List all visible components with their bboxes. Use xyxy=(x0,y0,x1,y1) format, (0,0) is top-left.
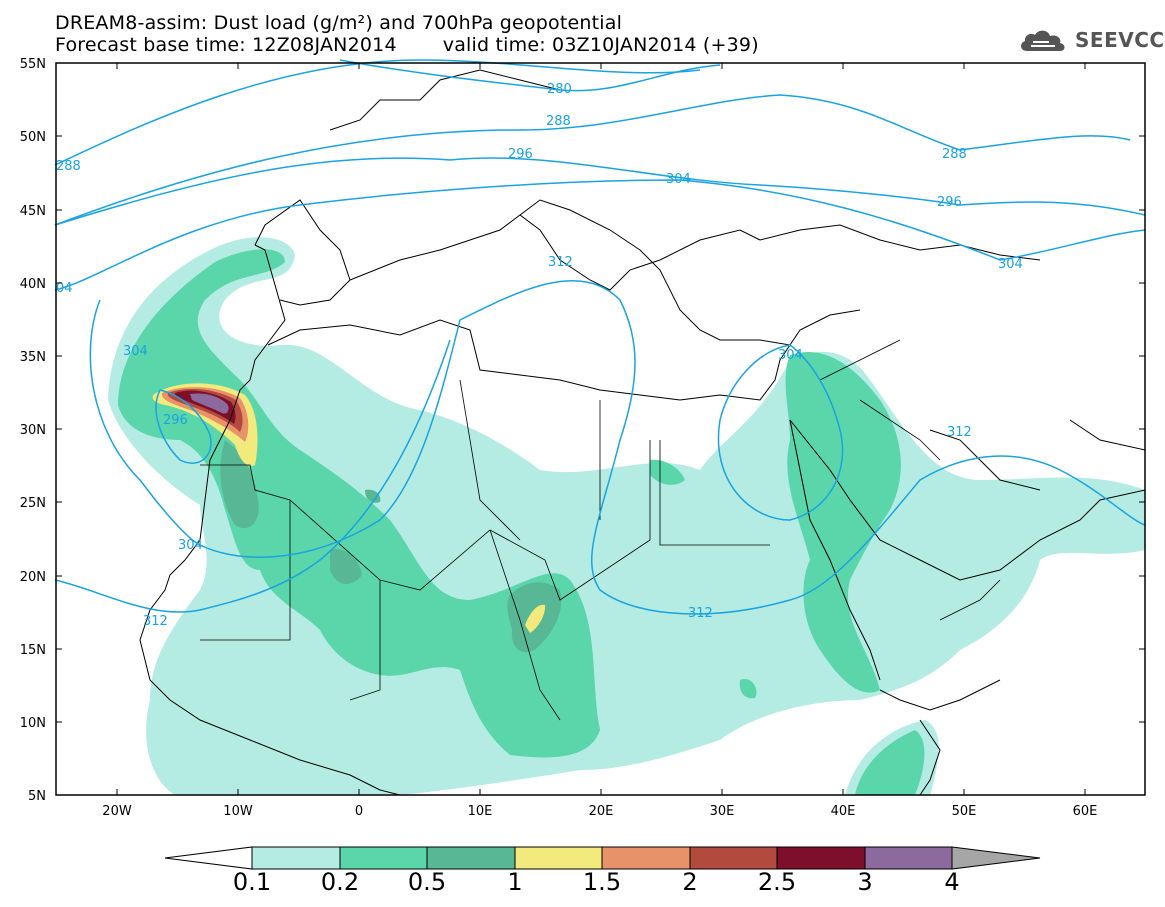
colorbar-segment xyxy=(776,846,866,870)
coastlines xyxy=(139,69,1146,796)
lat-label: 20N xyxy=(20,570,46,585)
lon-label: 10E xyxy=(468,804,493,819)
contour-label: 288 xyxy=(56,159,81,174)
colorbar xyxy=(164,846,1041,870)
colorbar-segment xyxy=(251,846,341,870)
contour-label: 288 xyxy=(546,114,571,129)
dust-fields xyxy=(108,237,1145,795)
borders xyxy=(200,339,1001,721)
colorbar-segment xyxy=(601,846,691,870)
colorbar-tick: 4 xyxy=(944,868,960,896)
lat-label: 15N xyxy=(20,643,46,658)
contour-label: 296 xyxy=(508,147,533,162)
colorbar-tick: 0.1 xyxy=(232,868,272,896)
lat-label: 35N xyxy=(20,350,46,365)
lat-label: 55N xyxy=(20,57,46,72)
lon-label: 20W xyxy=(102,804,132,819)
lat-label: 50N xyxy=(20,130,46,145)
lon-label: 30E xyxy=(710,804,735,819)
contour-label: 296 xyxy=(937,195,962,210)
colorbar-tick: 2.5 xyxy=(757,868,797,896)
contour-label: 304 xyxy=(123,344,148,359)
lon-label: 10W xyxy=(223,804,253,819)
contour-label: 296 xyxy=(163,413,188,428)
contour-label: 312 xyxy=(143,614,168,629)
colorbar-segment xyxy=(689,846,778,870)
valid-time: valid time: 03Z10JAN2014 (+39) xyxy=(442,34,759,56)
lon-label: 0 xyxy=(355,804,363,819)
contour-label: 312 xyxy=(688,606,713,621)
colorbar-max-triangle xyxy=(951,846,1041,870)
colorbar-tick: 3 xyxy=(857,868,873,896)
logo-text: SEEVCCC xyxy=(1075,28,1165,52)
lat-label: 25N xyxy=(20,496,46,511)
colorbar-tick: 1.5 xyxy=(582,868,622,896)
lon-label: 60E xyxy=(1073,804,1098,819)
lat-label: 5N xyxy=(28,789,46,804)
contour-label: 304 xyxy=(666,172,691,187)
contour-labels: 280 288 288 296 304 288 296 304 312 304 … xyxy=(56,82,1023,629)
colorbar-segment xyxy=(426,846,516,870)
lat-label: 10N xyxy=(20,716,46,731)
colorbar-tick: 1 xyxy=(507,868,523,896)
chart-subtitle: Forecast base time: 12Z08JAN2014 valid ti… xyxy=(55,35,759,55)
geopotential-contours xyxy=(54,59,1146,615)
contour-label: 280 xyxy=(547,82,572,97)
colorbar-segment xyxy=(339,846,428,870)
lat-axis xyxy=(56,62,1145,723)
contour-label: 04 xyxy=(56,281,73,296)
contour-label: 304 xyxy=(778,348,803,363)
contour-label: 288 xyxy=(942,147,967,162)
lat-label: 30N xyxy=(20,423,46,438)
cloud-icon xyxy=(1021,30,1065,51)
colorbar-segment xyxy=(514,846,603,870)
lon-label: 50E xyxy=(952,804,977,819)
colorbar-segment xyxy=(864,846,953,870)
base-time: Forecast base time: 12Z08JAN2014 xyxy=(55,34,397,56)
colorbar-tick: 2 xyxy=(682,868,698,896)
chart-title: DREAM8-assim: Dust load (g/m²) and 700hP… xyxy=(55,12,623,34)
lon-label: 40E xyxy=(831,804,856,819)
lon-axis xyxy=(116,63,1086,795)
contour-label: 304 xyxy=(178,538,203,553)
lat-label: 45N xyxy=(20,204,46,219)
colorbar-tick: 0.5 xyxy=(407,868,447,896)
colorbar-min-triangle xyxy=(164,846,253,870)
colorbar-tick: 0.2 xyxy=(320,868,360,896)
contour-label: 304 xyxy=(998,257,1023,272)
lon-label: 20E xyxy=(589,804,614,819)
seevccc-logo: SEEVCCC xyxy=(1017,26,1165,54)
contour-label: 312 xyxy=(548,255,573,270)
contour-label: 312 xyxy=(947,425,972,440)
lat-label: 40N xyxy=(20,277,46,292)
